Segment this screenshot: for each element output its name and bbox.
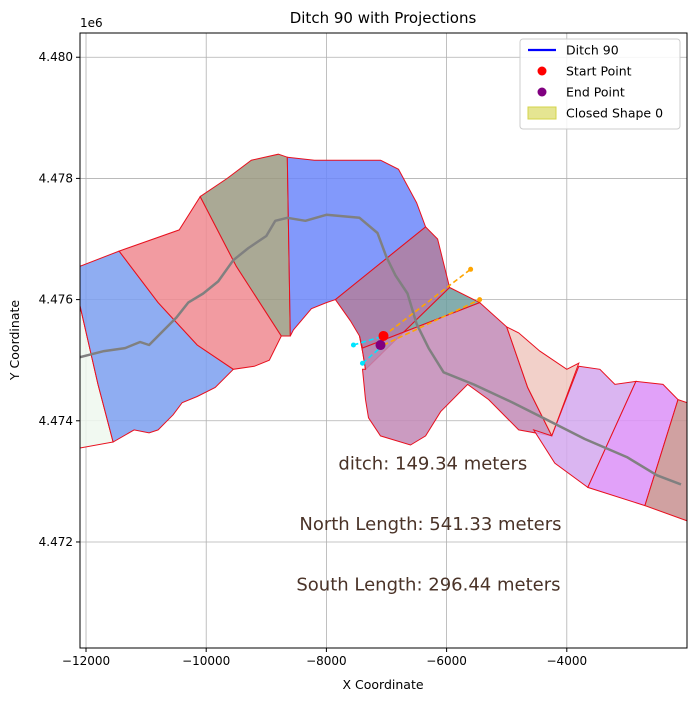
- projection-point: [359, 360, 365, 366]
- y-tick-label: 4.476: [39, 293, 73, 307]
- annotation-layer: ditch: 149.34 meters North Length: 541.33…: [296, 453, 561, 595]
- point-layer: [350, 266, 483, 366]
- south-projection: [383, 298, 481, 346]
- poly-11: [644, 398, 687, 522]
- y-tick-label: 4.474: [39, 414, 73, 428]
- polygon-layer: [80, 153, 687, 522]
- y-offset-label: 1e6: [80, 16, 103, 30]
- north-projection: [383, 268, 472, 337]
- poly-8: [505, 325, 580, 438]
- chart-title: Ditch 90 with Projections: [290, 9, 477, 27]
- poly-2: [118, 195, 282, 370]
- legend-marker-swatch: [537, 87, 547, 97]
- x-tick-label: −12000: [62, 654, 110, 668]
- tick-layer: −12000 −10000 −8000 −6000 −4000 4.472 4.474 4.4…: [39, 50, 587, 668]
- road-line: [80, 213, 682, 486]
- x-tick-label: −4000: [547, 654, 588, 668]
- projection-point: [477, 297, 483, 303]
- legend: Ditch 90 Start Point End Point Closed Shape…: [519, 38, 681, 130]
- end-point-marker: [375, 340, 386, 351]
- x-axis-label: X Coordinate: [342, 677, 423, 692]
- legend-label: End Point: [566, 85, 625, 100]
- y-axis-label: Y Coordinate: [7, 300, 22, 381]
- y-tick-label: 4.480: [39, 50, 73, 64]
- annotation-text: ditch: 149.34 meters: [338, 453, 527, 474]
- x-tick-label: −8000: [306, 654, 347, 668]
- end-extension: [361, 344, 385, 364]
- legend-label: Ditch 90: [566, 43, 619, 58]
- legend-patch-swatch: [527, 106, 557, 120]
- annotation-text: South Length: 296.44 meters: [296, 574, 560, 595]
- y-tick-label: 4.478: [39, 171, 73, 185]
- legend-marker-swatch: [537, 66, 547, 76]
- y-tick-label: 4.472: [39, 535, 73, 549]
- x-tick-label: −6000: [426, 654, 467, 668]
- plot-frame: [79, 32, 688, 649]
- start-point-marker: [378, 330, 389, 341]
- annotation-text: North Length: 541.33 meters: [299, 514, 561, 535]
- line-layer: [80, 213, 682, 486]
- legend-box: [519, 38, 681, 130]
- x-tick-label: −10000: [182, 654, 230, 668]
- projection-point: [350, 342, 356, 348]
- projection-point: [468, 266, 474, 272]
- legend-label: Start Point: [566, 64, 632, 79]
- start-extension: [353, 335, 384, 346]
- legend-label: Closed Shape 0: [566, 106, 663, 121]
